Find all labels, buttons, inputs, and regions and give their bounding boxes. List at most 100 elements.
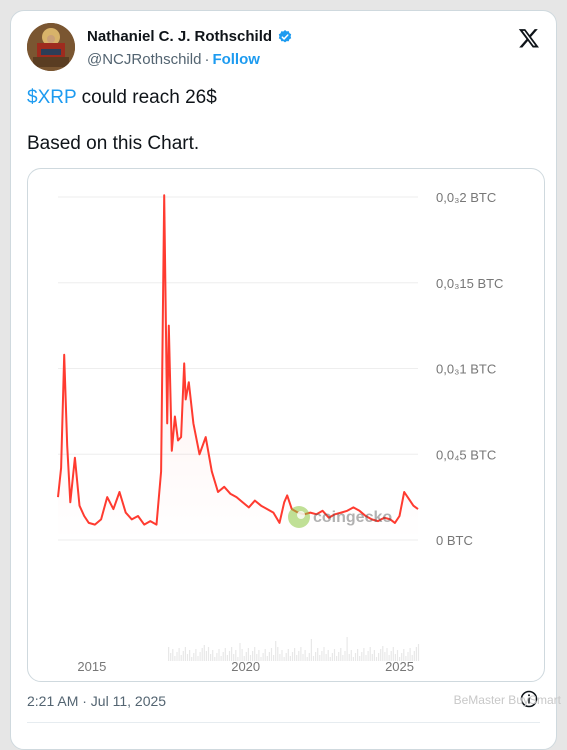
- volume-bar: [289, 656, 291, 661]
- y-tick-label: 0,0₃1 BTC: [436, 362, 496, 377]
- volume-bar: [371, 654, 373, 661]
- volume-bar: [390, 651, 392, 661]
- volume-bar: [369, 647, 371, 661]
- volume-bar: [415, 647, 417, 661]
- volume-bar: [346, 637, 348, 661]
- volume-bar: [386, 648, 388, 661]
- volume-bar: [191, 657, 193, 661]
- volume-bar: [201, 648, 203, 661]
- coingecko-logo: coingecko: [288, 506, 392, 528]
- volume-bar: [306, 657, 308, 661]
- volume-bar: [260, 657, 262, 661]
- y-tick-label: 0,0₄5 BTC: [436, 447, 496, 462]
- volume-bar: [245, 652, 247, 661]
- volume-bar: [275, 641, 277, 661]
- volume-bar: [319, 655, 321, 661]
- volume-bar: [199, 652, 201, 661]
- volume-bar: [168, 647, 170, 661]
- volume-bar: [405, 656, 407, 661]
- volume-bar: [287, 649, 289, 661]
- x-logo-icon[interactable]: [518, 27, 540, 49]
- volume-bar: [277, 647, 279, 661]
- volume-bar: [327, 650, 329, 661]
- volume-bar: [207, 647, 210, 661]
- cashtag-link[interactable]: $XRP: [27, 87, 77, 108]
- volume-bar: [262, 653, 264, 661]
- volume-bar: [354, 653, 357, 661]
- volume-bar: [252, 651, 254, 661]
- x-tick-label: 2020: [231, 659, 260, 674]
- volume-bar: [338, 652, 340, 661]
- info-icon[interactable]: [520, 690, 538, 708]
- volume-bar: [212, 650, 214, 661]
- volume-bar: [409, 648, 411, 661]
- volume-bar: [359, 656, 361, 661]
- volume-bar: [174, 656, 176, 661]
- volume-bar: [296, 655, 298, 661]
- volume-bar: [308, 653, 310, 661]
- volume-bar: [350, 650, 352, 661]
- volume-bar: [325, 654, 327, 661]
- volume-bar: [170, 653, 172, 661]
- volume-bar: [243, 656, 245, 661]
- volume-bar: [264, 649, 266, 661]
- volume-bar: [304, 650, 306, 661]
- author-name[interactable]: Nathaniel C. J. Rothschild: [87, 28, 273, 45]
- volume-bar: [273, 655, 275, 661]
- tweet-timestamp[interactable]: 2:21 AM · Jul 11, 2025: [27, 693, 167, 709]
- tweet-card: Nathaniel C. J. Rothschild @NCJRothschil…: [10, 10, 557, 750]
- volume-bar: [254, 647, 256, 661]
- volume-bar: [247, 648, 249, 661]
- volume-bar: [186, 654, 189, 661]
- volume-bar: [382, 646, 384, 661]
- avatar[interactable]: [27, 23, 75, 71]
- volume-bar: [180, 655, 182, 661]
- volume-bar: [237, 657, 239, 661]
- volume-bar: [388, 655, 390, 661]
- separator-dot: ·: [204, 51, 210, 68]
- avatar-image: [27, 23, 75, 71]
- volume-bar: [384, 652, 386, 661]
- x-tick-label: 2015: [77, 659, 106, 674]
- volume-bar: [205, 651, 207, 661]
- chart-image[interactable]: coingecko 0,0₃2 BTC 0,0₃15 BTC 0,0₃1 BTC 0,…: [27, 168, 545, 682]
- volume-bar: [413, 651, 415, 661]
- divider: [27, 722, 540, 723]
- y-axis-labels: 0,0₃2 BTC 0,0₃15 BTC 0,0₃1 BTC 0,0₄5 BTC 0 B…: [436, 190, 503, 548]
- volume-bar: [226, 655, 228, 661]
- volume-bar: [210, 654, 212, 661]
- volume-bar: [357, 649, 359, 661]
- volume-bar: [256, 654, 258, 661]
- volume-bar: [340, 648, 342, 661]
- author-handle[interactable]: @NCJRothschild: [87, 51, 202, 68]
- volume-bar: [403, 649, 405, 661]
- volume-bar: [331, 653, 333, 661]
- volume-bar: [172, 649, 174, 661]
- volume-bar: [361, 652, 363, 661]
- volume-bar: [189, 650, 191, 661]
- handle-row: @NCJRothschild · Follow: [87, 51, 260, 68]
- volume-bar: [342, 655, 344, 661]
- volume-bar: [281, 650, 283, 661]
- volume-bar: [323, 647, 325, 661]
- volume-bar: [348, 654, 350, 661]
- volume-bar: [302, 654, 304, 661]
- follow-button[interactable]: Follow: [212, 51, 260, 68]
- volume-bar: [380, 649, 382, 661]
- volume-bar: [399, 657, 401, 661]
- volume-bar: [193, 653, 195, 661]
- volume-bar: [182, 651, 184, 661]
- price-area: [58, 195, 418, 541]
- y-tick-label: 0 BTC: [436, 533, 473, 548]
- volume-bar: [239, 643, 241, 661]
- volume-bar: [197, 656, 199, 661]
- volume-bar: [214, 657, 216, 661]
- svg-text:coingecko: coingecko: [313, 509, 392, 526]
- volume-bar: [285, 653, 287, 661]
- volume-bar: [321, 651, 323, 661]
- tweet-text: $XRP could reach 26$: [27, 85, 217, 110]
- volume-bar: [375, 657, 378, 661]
- y-tick-label: 0,0₃15 BTC: [436, 276, 503, 291]
- volume-bar: [363, 648, 365, 661]
